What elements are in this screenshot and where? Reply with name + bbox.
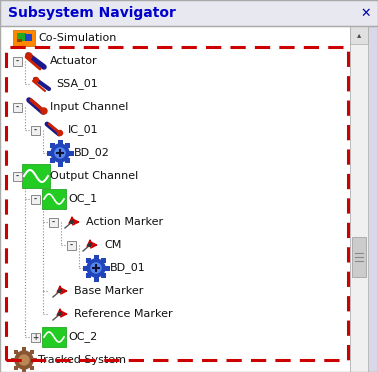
Bar [14, 350, 18, 354]
Bar [30, 350, 34, 354]
Text: +: + [32, 333, 38, 341]
Bar [65, 158, 70, 163]
Bar [30, 366, 34, 370]
Text: Actuator: Actuator [50, 56, 98, 66]
Bar [22, 164, 50, 188]
Bar [50, 158, 55, 163]
Text: ▴: ▴ [357, 31, 361, 39]
Text: BD_01: BD_01 [110, 263, 146, 273]
Bar [86, 273, 91, 278]
Bar [68, 151, 73, 155]
Text: Output Channel: Output Channel [50, 171, 138, 181]
Circle shape [15, 351, 33, 369]
Circle shape [34, 77, 39, 83]
Text: Co-Simulation: Co-Simulation [38, 33, 116, 43]
Bar [22, 369, 26, 372]
Bar [101, 273, 106, 278]
Bar [46, 151, 51, 155]
Circle shape [51, 144, 69, 162]
Bar [31, 126, 40, 135]
Circle shape [91, 263, 101, 273]
Circle shape [55, 148, 65, 158]
Bar [6, 47, 348, 360]
Bar [13, 103, 22, 112]
Circle shape [88, 244, 91, 247]
Text: -: - [33, 195, 37, 203]
Text: Subsystem Navigator: Subsystem Navigator [8, 6, 176, 20]
Text: -: - [33, 125, 37, 135]
Text: -: - [51, 218, 54, 227]
Text: Input Channel: Input Channel [50, 102, 129, 112]
Circle shape [19, 355, 29, 365]
Bar [31, 195, 40, 204]
Bar [57, 161, 62, 167]
Bar [42, 189, 66, 209]
Bar [50, 143, 55, 148]
Bar [101, 258, 106, 263]
Bar [350, 26, 368, 372]
Bar [22, 347, 26, 351]
Bar [86, 258, 91, 263]
Bar [13, 172, 22, 181]
Text: -: - [15, 103, 19, 112]
Bar [13, 30, 35, 46]
Circle shape [57, 131, 62, 135]
Bar [67, 241, 76, 250]
Bar [93, 276, 99, 282]
Text: ✕: ✕ [361, 6, 371, 19]
Text: SSA_01: SSA_01 [56, 78, 98, 89]
Circle shape [87, 259, 105, 277]
Circle shape [71, 221, 73, 224]
Bar [11, 358, 15, 362]
Bar [14, 366, 18, 370]
Bar [25, 34, 32, 41]
Circle shape [26, 53, 32, 59]
Text: Tracked System: Tracked System [38, 355, 126, 365]
Bar [104, 266, 110, 270]
Bar [49, 218, 58, 227]
Text: BD_02: BD_02 [74, 148, 110, 158]
Bar [82, 266, 87, 270]
Text: OC_2: OC_2 [68, 331, 97, 343]
Bar [350, 26, 368, 44]
Text: Base Marker: Base Marker [74, 286, 143, 296]
Text: Reference Marker: Reference Marker [74, 309, 173, 319]
Bar [33, 358, 37, 362]
Bar [31, 333, 40, 342]
Text: OC_1: OC_1 [68, 193, 97, 205]
Text: CM: CM [104, 240, 121, 250]
Bar [57, 140, 62, 144]
Text: -: - [70, 241, 73, 250]
Bar [65, 143, 70, 148]
Bar [13, 57, 22, 66]
Bar [0, 0, 378, 26]
Bar [42, 327, 66, 347]
Bar [17, 39, 22, 42]
Text: IC_01: IC_01 [68, 125, 99, 135]
Text: -: - [15, 57, 19, 65]
Circle shape [59, 289, 62, 292]
Circle shape [41, 108, 47, 114]
Text: Action Marker: Action Marker [86, 217, 163, 227]
Bar [352, 237, 366, 277]
Circle shape [59, 312, 62, 315]
Bar [93, 254, 99, 260]
Bar [17, 33, 26, 41]
Text: -: - [15, 171, 19, 180]
